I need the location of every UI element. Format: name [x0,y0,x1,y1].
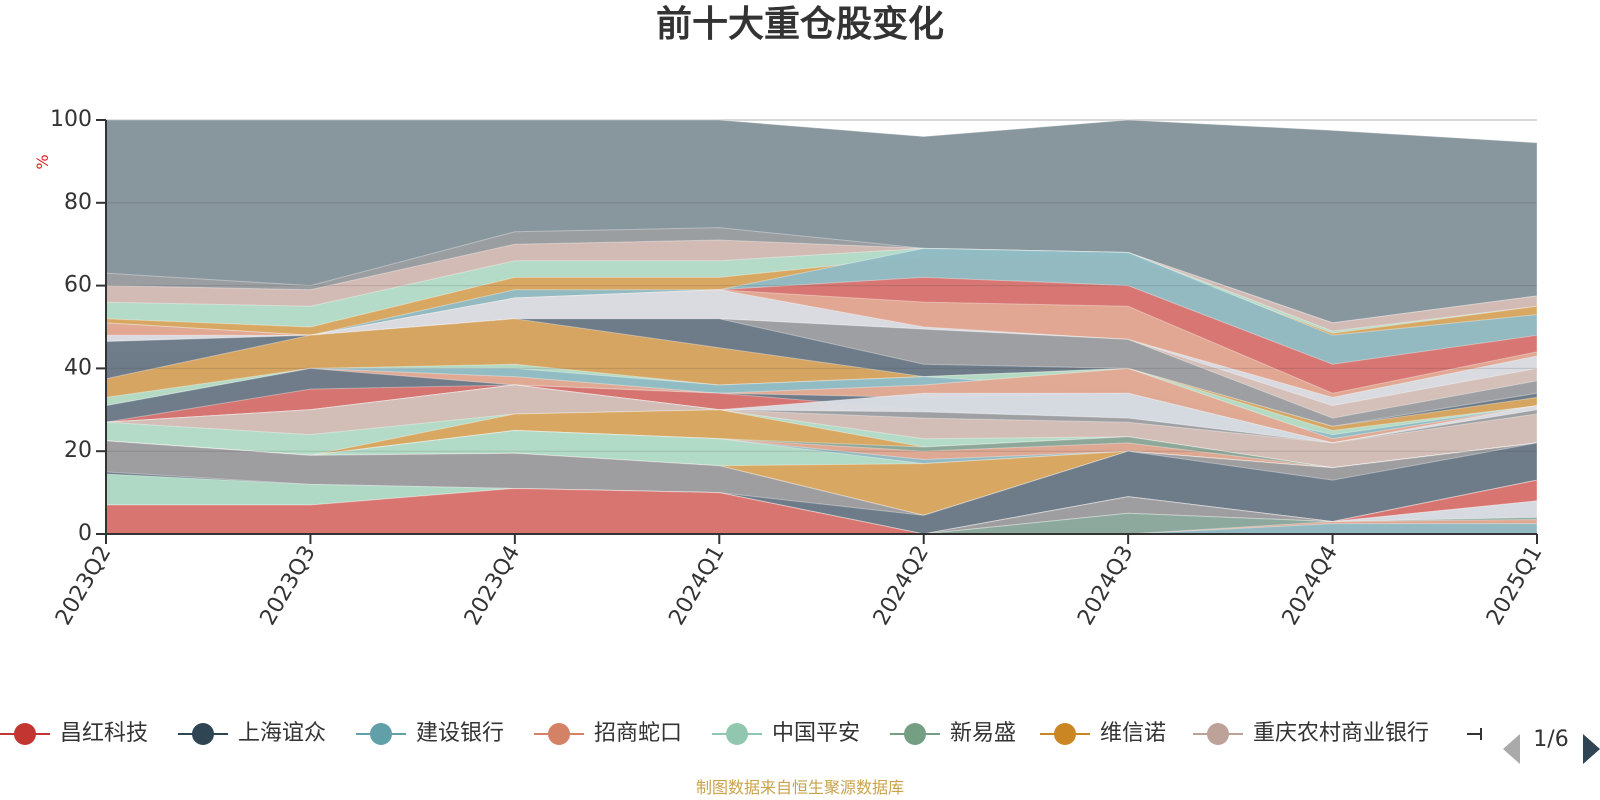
x-tick-label: 2024Q2 [869,542,934,630]
legend-label: 建设银行 [416,721,504,746]
x-tick-label: 2025Q1 [1482,542,1547,630]
legend-next-icon[interactable] [1583,734,1600,764]
legend-label: 重庆农村商业银行 [1253,721,1429,746]
legend-item[interactable]: 新易盛 [890,721,1016,746]
legend-pager: 1/6 [1503,727,1600,764]
legend-item[interactable]: 招商蛇口 [534,721,682,746]
y-tick-label: 60 [64,273,92,298]
area-series [105,119,1538,535]
legend-item[interactable]: 重庆农村商业银行 [1193,721,1429,746]
legend-marker [370,723,392,745]
y-tick-label: 0 [78,521,92,546]
legend-item[interactable]: 昌红科技 [0,721,148,746]
legend-marker [192,723,214,745]
legend-label: 昌红科技 [60,721,148,746]
y-tick-label: 100 [50,107,92,132]
chart-title: 前十大重仓股变化 [655,4,944,45]
legend-page-indicator: 1/6 [1533,727,1568,752]
x-tick-label: 2024Q1 [664,542,729,630]
legend-item[interactable]: 维信诺 [1040,721,1166,746]
x-tick-label: 2023Q4 [460,542,525,630]
x-tick-label: 2024Q3 [1073,542,1138,630]
legend-item[interactable]: 上海谊众 [178,721,326,746]
x-ticks: 2023Q2 2023Q3 2023Q4 2024Q1 2024Q2 2024Q3 2024… [51,534,1547,630]
legend-label: 招商蛇口 [594,721,682,746]
source-note: 制图数据来自恒生聚源数据库 [695,778,904,797]
legend: 昌红科技 上海谊众 建设银行 招商蛇口 中国平安 新易盛 维信诺 重庆农村商业银行 [0,721,1482,746]
legend-marker [726,723,748,745]
y-tick-label: 20 [64,438,92,463]
legend-marker [548,723,570,745]
legend-marker [904,723,926,745]
legend-label: 中国平安 [772,721,860,746]
x-tick-label: 2023Q2 [51,542,116,630]
y-tick-label: 80 [64,190,92,215]
axes: % [33,120,1537,535]
legend-marker [1207,723,1229,745]
legend-label: 维信诺 [1100,721,1166,746]
legend-prev-icon[interactable] [1503,734,1520,764]
legend-item[interactable]: 中国平安 [712,721,860,746]
legend-marker [14,723,36,745]
y-axis-unit: % [33,154,52,169]
y-tick-label: 40 [64,355,92,380]
x-tick-label: 2023Q3 [256,542,321,630]
y-ticks: 0 20 40 60 80 100 [50,107,106,546]
legend-marker [1054,723,1076,745]
legend-item[interactable]: 建设银行 [356,721,504,746]
legend-label: 上海谊众 [238,721,326,746]
legend-label: 新易盛 [950,721,1016,746]
x-tick-label: 2024Q4 [1278,542,1343,630]
